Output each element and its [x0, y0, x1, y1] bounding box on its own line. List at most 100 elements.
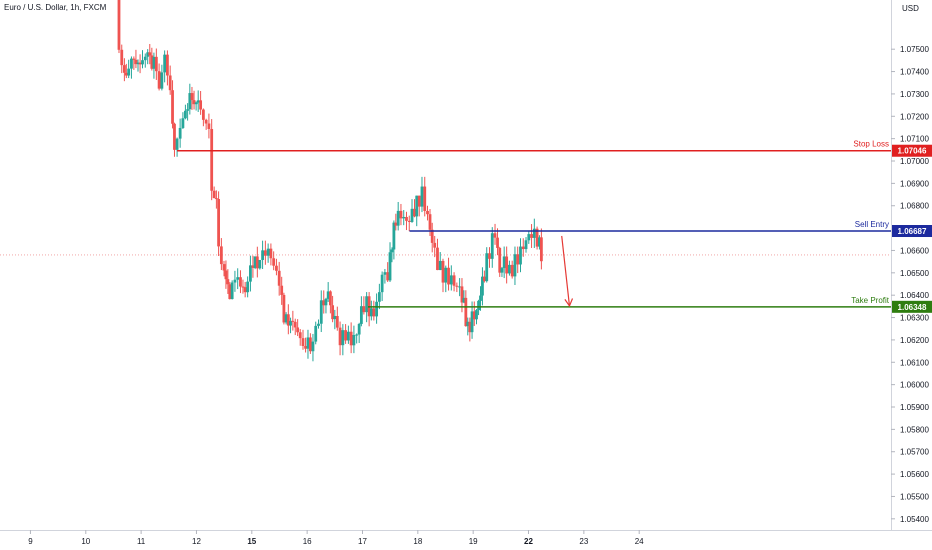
time-tick-label: 18: [413, 537, 422, 546]
candle-body: [377, 292, 381, 302]
candle-body: [272, 258, 276, 266]
candle-body: [449, 275, 453, 285]
candle-body: [417, 195, 421, 207]
arrow-shaft: [561, 235, 571, 306]
stop-loss-price-value: 1.07046: [898, 147, 927, 156]
candle-body: [407, 220, 411, 222]
time-tick-label: 22: [524, 537, 533, 546]
candle-body: [263, 250, 267, 256]
candle-body: [333, 315, 337, 320]
candle-body: [498, 247, 502, 273]
candle-body: [253, 256, 257, 268]
candle-body: [258, 259, 262, 269]
candle-body: [286, 314, 290, 326]
price-tick-label: 1.05400: [900, 515, 929, 524]
candle-body: [183, 110, 187, 119]
take-profit-price-value: 1.06348: [898, 303, 927, 312]
candle-body: [168, 75, 172, 91]
price-tick-label: 1.07000: [900, 157, 929, 166]
candle-body: [392, 222, 396, 250]
chart-title: Euro / U.S. Dollar, 1h, FXCM: [4, 3, 107, 12]
candle-body: [243, 287, 247, 293]
candle-body: [369, 308, 373, 317]
time-axis[interactable]: 9 10 11 12 15 16 17 18 19 22 23 24: [28, 530, 644, 546]
candle-body: [426, 210, 429, 215]
candle-body: [532, 228, 536, 238]
candle-body: [322, 300, 326, 306]
candle-body: [481, 276, 484, 296]
candle-body: [405, 216, 408, 221]
candle-body: [510, 264, 514, 277]
candle-body: [291, 320, 295, 322]
candle-body: [150, 55, 154, 69]
candle-body: [188, 93, 192, 110]
candle-body: [436, 247, 439, 271]
sell-entry-price-value: 1.06687: [898, 227, 927, 236]
price-tick-label: 1.06800: [900, 202, 929, 211]
candle-body: [375, 301, 378, 317]
candle-body: [308, 337, 312, 352]
candle-body: [233, 279, 237, 283]
candle-body: [508, 264, 511, 274]
candle-body: [466, 321, 470, 327]
candle-body: [117, 0, 121, 50]
candle-body: [136, 62, 140, 65]
candle-body: [386, 272, 390, 281]
candle-body: [441, 260, 445, 283]
candle-body: [524, 240, 528, 250]
time-tick-label: 10: [81, 537, 90, 546]
candle-body: [331, 305, 335, 320]
candle-body: [261, 250, 264, 260]
price-levels: Stop Loss 1.07046 Sell Entry 1.06687 Take Pr…: [177, 140, 932, 313]
price-tick-label: 1.07300: [900, 90, 929, 99]
price-axis[interactable]: 1.07500 1.07400 1.07300 1.07200 1.07100 1.070…: [891, 45, 929, 524]
candle-body: [152, 56, 156, 69]
time-tick-label: 15: [247, 537, 256, 546]
candle-body: [420, 186, 424, 207]
candle-body: [488, 253, 491, 259]
candle-body: [394, 222, 398, 226]
candle-body: [502, 256, 506, 269]
candle-body: [352, 334, 356, 346]
time-tick-label: 9: [28, 537, 33, 546]
price-tick-label: 1.07400: [900, 68, 929, 77]
price-tick-label: 1.06400: [900, 291, 929, 300]
candle-body: [224, 270, 228, 280]
candle-body: [413, 208, 416, 217]
candle-body: [214, 198, 218, 200]
candle-body: [516, 254, 520, 265]
candle-body: [538, 237, 541, 247]
candle-body: [317, 323, 320, 326]
time-tick-label: 23: [579, 537, 588, 546]
candle-body: [428, 214, 432, 230]
candle-body: [319, 300, 323, 324]
candle-body: [166, 54, 169, 76]
candle-body: [219, 246, 223, 265]
candle-body: [134, 59, 138, 65]
candle-body: [359, 306, 363, 324]
price-tick-label: 1.06200: [900, 336, 929, 345]
candle-body: [122, 65, 126, 73]
price-tick-label: 1.06500: [900, 269, 929, 278]
candle-body: [311, 341, 315, 352]
candle-body: [138, 62, 142, 65]
candle-body: [485, 253, 489, 282]
candle-body: [490, 233, 494, 259]
candle-body: [444, 267, 448, 283]
candle-body: [362, 306, 366, 313]
candle-body: [301, 338, 305, 346]
candle-body: [160, 72, 164, 89]
price-tick-label: 1.07100: [900, 135, 929, 144]
candle-body: [222, 264, 226, 271]
price-tick-label: 1.05800: [900, 425, 929, 434]
candle-body: [479, 295, 482, 301]
time-tick-label: 17: [358, 537, 367, 546]
candle-body: [335, 315, 339, 328]
candle-body: [212, 190, 216, 199]
candle-body: [468, 321, 472, 333]
price-tick-label: 1.06100: [900, 358, 929, 367]
currency-label[interactable]: USD: [902, 4, 919, 13]
candle-body: [415, 195, 419, 217]
candle-body: [462, 297, 466, 303]
